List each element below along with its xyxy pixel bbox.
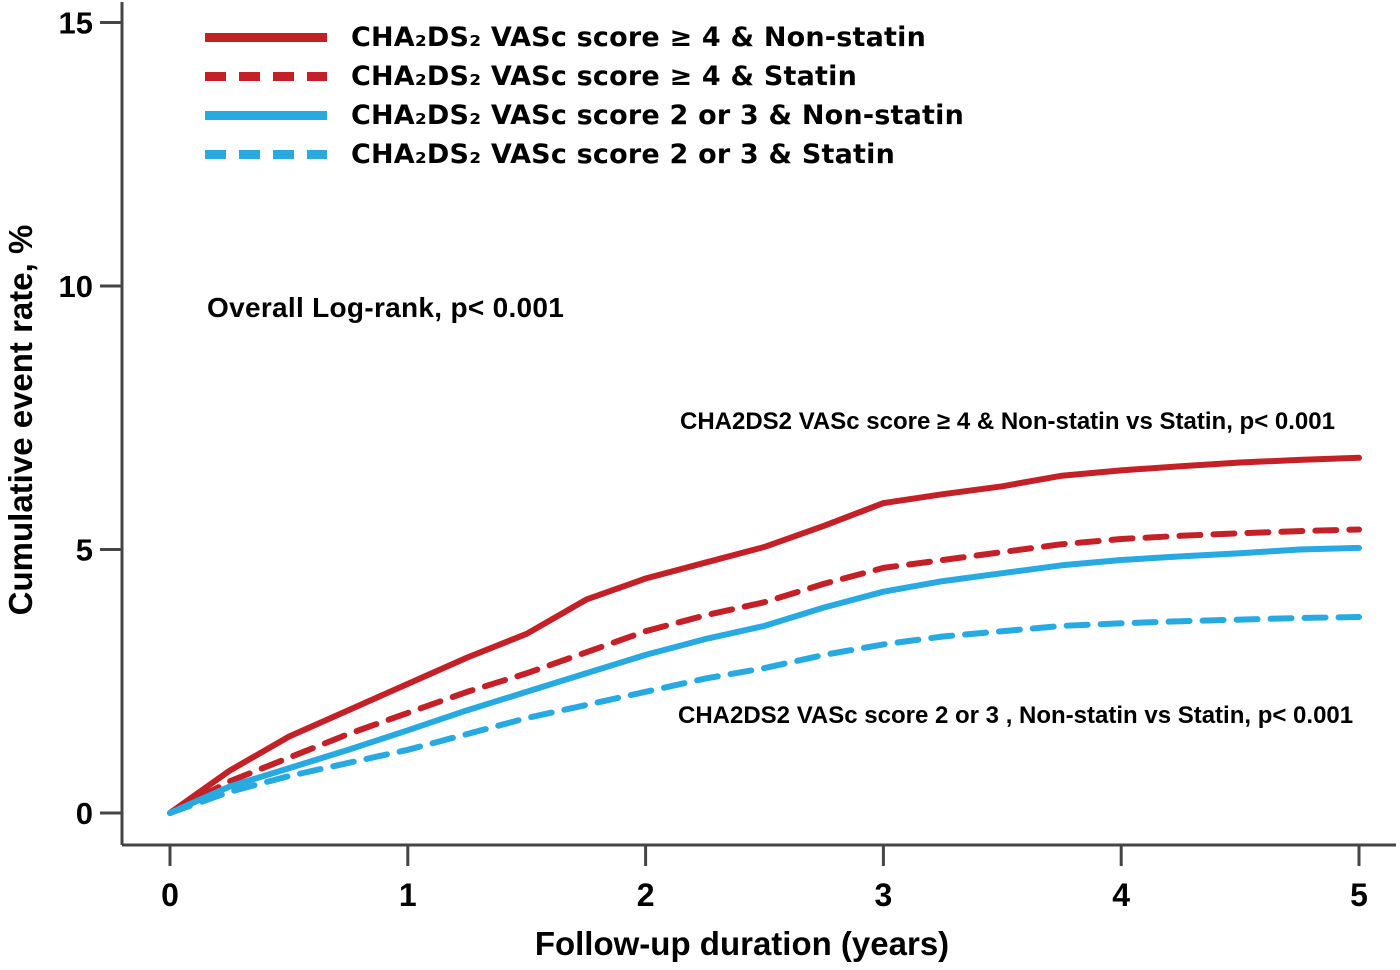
- legend-item: CHA₂DS₂ VASc score ≥ 4 & Non-statin: [205, 18, 964, 57]
- legend-item: CHA₂DS₂ VASc score ≥ 4 & Statin: [205, 57, 964, 96]
- series-line-0: [167, 454, 1362, 816]
- x-axis-title: Follow-up duration (years): [534, 925, 950, 962]
- x-tick-label: 5: [1350, 877, 1368, 913]
- legend-item: CHA₂DS₂ VASc score 2 or 3 & Statin: [205, 135, 964, 174]
- y-tick-label: 0: [76, 796, 93, 831]
- legend-item: CHA₂DS₂ VASc score 2 or 3 & Non-statin: [205, 96, 964, 135]
- x-tick-label: 3: [875, 877, 893, 913]
- legend-solid-line-sample: [205, 33, 327, 42]
- x-tick-label: 4: [1112, 877, 1130, 913]
- legend-item-label: CHA₂DS₂ VASc score ≥ 4 & Statin: [351, 61, 857, 92]
- legend-dashed-line-sample: [205, 72, 327, 81]
- annotation-overall-logrank: Overall Log-rank, p< 0.001: [207, 292, 565, 323]
- series-line-1: [167, 526, 1362, 816]
- y-tick-label: 10: [59, 269, 93, 304]
- y-tick-label: 5: [76, 533, 93, 568]
- legend-dashed-line-sample: [205, 150, 327, 159]
- legend-solid-line-sample: [205, 111, 327, 120]
- legend-item-label: CHA₂DS₂ VASc score 2 or 3 & Non-statin: [351, 100, 965, 131]
- x-tick-label: 1: [399, 877, 417, 913]
- annotation-score4-comparison: CHA2DS2 VASc score ≥ 4 & Non-statin vs S…: [680, 408, 1335, 435]
- y-tick-label: 15: [59, 6, 93, 41]
- y-axis-title: Cumulative event rate, %: [2, 224, 39, 616]
- legend-item-label: CHA₂DS₂ VASc score 2 or 3 & Statin: [351, 139, 896, 170]
- legend-item-label: CHA₂DS₂ VASc score ≥ 4 & Non-statin: [351, 22, 926, 53]
- series-line-2: [167, 544, 1362, 816]
- annotation-score23-comparison: CHA2DS2 VASc score 2 or 3 , Non-statin v…: [678, 702, 1354, 729]
- x-tick-label: 0: [161, 877, 179, 913]
- legend: CHA₂DS₂ VASc score ≥ 4 & Non-statin CHA₂D…: [205, 18, 964, 174]
- series-line-3: [167, 614, 1362, 816]
- x-tick-label: 2: [637, 877, 655, 913]
